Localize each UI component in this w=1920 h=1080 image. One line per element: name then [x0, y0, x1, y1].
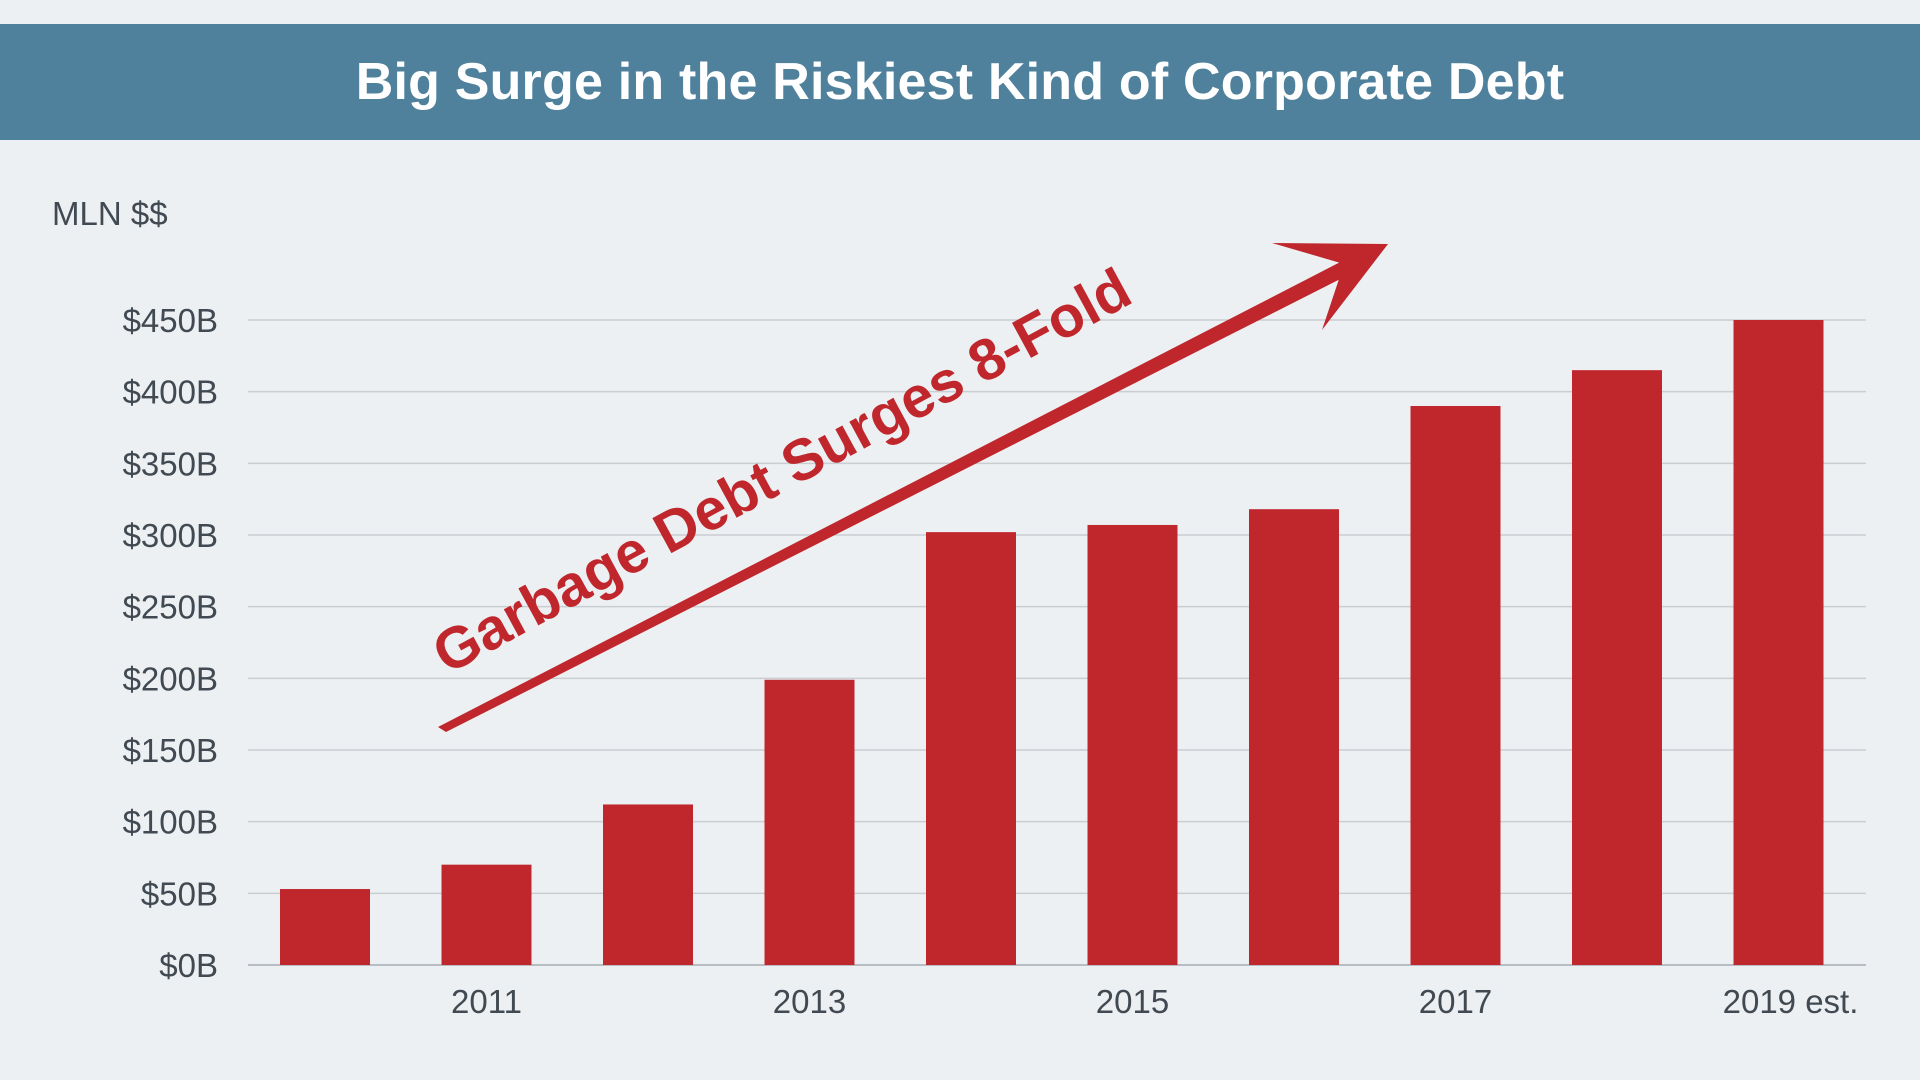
y-unit-label: MLN $$ [52, 195, 168, 232]
y-tick-label: $300B [123, 517, 218, 554]
y-tick-label: $100B [123, 804, 218, 841]
bar-2017 [1410, 406, 1501, 965]
y-tick-label: $450B [123, 302, 218, 339]
y-tick-label: $250B [123, 589, 218, 626]
y-tick-label: $150B [123, 732, 218, 769]
chart-title: Big Surge in the Riskiest Kind of Corpor… [355, 53, 1565, 111]
bar-2014 [926, 532, 1016, 965]
bars [280, 320, 1824, 966]
x-tick-label: 2019 est. [1723, 983, 1859, 1020]
y-tick-label: $400B [123, 374, 218, 411]
x-tick-label: 2017 [1419, 983, 1492, 1020]
annotation: Garbage Debt Surges 8-Fold [422, 243, 1388, 732]
x-tick-label: 2011 [451, 983, 522, 1020]
arrow-head-icon [1272, 243, 1388, 330]
title-bar: Big Surge in the Riskiest Kind of Corpor… [0, 24, 1920, 140]
y-tick-label: $350B [123, 445, 218, 482]
x-tick-label: 2013 [773, 983, 846, 1020]
bar-2010 [280, 889, 370, 965]
y-tick-label: $200B [123, 660, 218, 697]
bar-2015 [1087, 524, 1178, 965]
arrow-shaft [438, 257, 1362, 732]
bar-2016 [1249, 509, 1339, 965]
y-tick-labels: $0B $50B $100B $150B $200B $250B $300B $350B $40… [123, 302, 218, 984]
x-tick-label: 2015 [1096, 983, 1169, 1020]
bar-2018 [1572, 370, 1662, 966]
bar-2013 [764, 679, 855, 965]
bar-2019-est [1733, 320, 1824, 965]
y-tick-label: $50B [141, 875, 218, 912]
x-tick-labels: 2011 2013 2015 2017 2019 est. [451, 983, 1858, 1020]
bar-2012 [603, 804, 693, 965]
y-tick-label: $0B [159, 947, 218, 984]
bar-2011 [441, 864, 532, 965]
